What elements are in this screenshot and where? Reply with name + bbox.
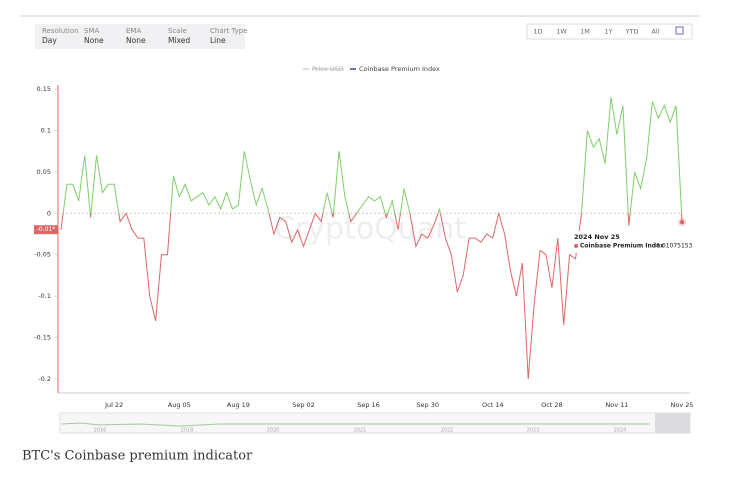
range-button[interactable]: 1Y [604, 28, 612, 36]
navigator-year: 2023 [527, 428, 540, 434]
toolbar-label: Chart Type [210, 27, 248, 35]
toolbar-value[interactable]: None [126, 36, 146, 45]
x-tick-label: Aug 05 [168, 401, 191, 409]
y-tick-label: 0.05 [37, 168, 51, 176]
navigator-year: 2018 [181, 428, 194, 434]
navigator-window [655, 413, 690, 433]
tooltip-dot [574, 244, 578, 248]
range-button[interactable]: All [651, 28, 659, 36]
current-badge [34, 225, 58, 235]
x-tick-label: Jul 22 [104, 401, 123, 409]
toolbar-value[interactable]: Day [42, 36, 57, 45]
range-button[interactable]: YTD [625, 28, 639, 36]
tooltip-value: -0.01075153 [654, 243, 693, 250]
range-button[interactable]: 1M [580, 28, 590, 36]
x-tick-label: Sep 16 [357, 401, 380, 409]
y-tick-label: 0 [47, 209, 51, 217]
range-button[interactable]: 1D [533, 28, 542, 36]
toolbar-label: Resolution [42, 27, 79, 35]
toolbar-value[interactable]: Line [210, 36, 226, 45]
x-tick-label: Sep 02 [292, 401, 315, 409]
x-tick-label: Sep 30 [416, 401, 439, 409]
tooltip-label: Coinbase Premium Index [580, 243, 664, 250]
y-tick-label: -0.2 [38, 375, 51, 383]
x-tick-label: Nov 11 [605, 401, 628, 409]
watermark: CryptoQuant [274, 212, 466, 247]
toolbar-label: Scale [168, 27, 187, 35]
caption: BTC's Coinbase premium indicator [22, 449, 253, 464]
navigator-year: 2021 [354, 428, 367, 434]
y-tick-label: 0.1 [41, 126, 51, 134]
hover-point [680, 220, 684, 225]
calendar-icon[interactable] [675, 26, 684, 35]
current-badge-label: -0.01* [37, 226, 56, 233]
legend-label[interactable]: Coinbase Premium Index [359, 65, 440, 73]
x-tick-label: Nov 25 [670, 401, 693, 409]
toolbar-label: EMA [126, 27, 141, 35]
toolbar-label: SMA [84, 27, 99, 35]
x-tick-label: Aug 19 [227, 401, 250, 409]
tooltip-date: 2024 Nov 25 [574, 233, 620, 241]
navigator [59, 412, 691, 434]
y-tick-label: -0.1 [38, 292, 51, 300]
x-tick-label: Oct 14 [482, 401, 504, 409]
range-button[interactable]: 1W [556, 28, 567, 36]
x-tick-label: Oct 28 [541, 401, 563, 409]
y-tick-label: 0.15 [37, 85, 51, 93]
toolbar [35, 24, 245, 49]
y-tick-label: -0.15 [34, 334, 51, 342]
navigator-line [61, 422, 650, 427]
navigator-year: 2022 [441, 428, 454, 434]
toolbar-value[interactable]: None [84, 36, 104, 45]
toolbar-value[interactable]: Mixed [168, 36, 190, 45]
tooltip [570, 231, 698, 253]
navigator-year: 2020 [267, 428, 280, 434]
legend-label[interactable]: Price USD [312, 65, 344, 73]
navigator-year: 2024 [614, 428, 627, 434]
navigator-year: 2016 [94, 428, 107, 434]
y-tick-label: -0.05 [34, 251, 51, 259]
range-bar [526, 23, 693, 40]
